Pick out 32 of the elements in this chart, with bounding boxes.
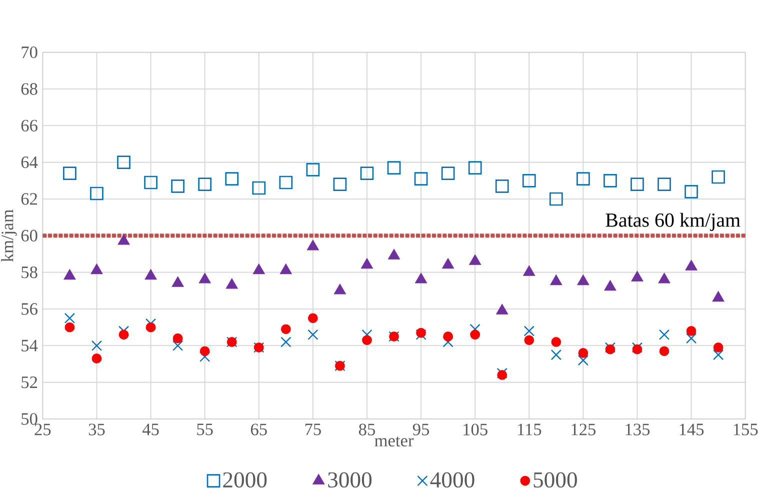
x-tick-label: 135 bbox=[626, 424, 650, 436]
legend-label: 5000 bbox=[534, 472, 577, 488]
y-tick-label: 62 bbox=[21, 193, 38, 205]
y-tick-label: 68 bbox=[21, 83, 38, 95]
x-tick-label: 45 bbox=[142, 424, 159, 436]
y-tick-label: 52 bbox=[22, 376, 38, 388]
x-axis-title: meter bbox=[374, 436, 414, 446]
x-tick-label: 25 bbox=[34, 424, 51, 436]
x-tick-label: 105 bbox=[464, 424, 488, 436]
y-tick-label: 64 bbox=[21, 156, 38, 168]
x-tick-label: 55 bbox=[197, 424, 213, 436]
y-tick-label: 50 bbox=[22, 413, 38, 425]
y-tick-label: 54 bbox=[22, 340, 38, 352]
ref-line-label: Batas 60 km/jam bbox=[606, 212, 740, 231]
x-tick-label: 115 bbox=[518, 424, 542, 436]
y-tick-label: 60 bbox=[21, 230, 38, 242]
y-tick-label: 70 bbox=[22, 46, 38, 58]
x-tick-label: 145 bbox=[680, 424, 704, 436]
y-tick-label: 66 bbox=[21, 120, 38, 132]
x-tick-label: 95 bbox=[412, 424, 430, 436]
y-tick-label: 56 bbox=[22, 303, 38, 315]
x-tick-label: 125 bbox=[572, 424, 596, 436]
x-tick-label: 35 bbox=[88, 424, 105, 436]
y-tick-label: 58 bbox=[22, 266, 38, 278]
x-tick-label: 75 bbox=[305, 424, 321, 436]
x-tick-label: 65 bbox=[250, 424, 267, 436]
y-axis-title: km/jam bbox=[1, 209, 17, 262]
x-tick-label: 155 bbox=[734, 424, 758, 436]
legend-label: 3000 bbox=[328, 472, 372, 488]
legend-label: 4000 bbox=[430, 472, 474, 488]
legend-label: 2000 bbox=[223, 472, 267, 488]
x-tick-label: 85 bbox=[358, 424, 375, 436]
